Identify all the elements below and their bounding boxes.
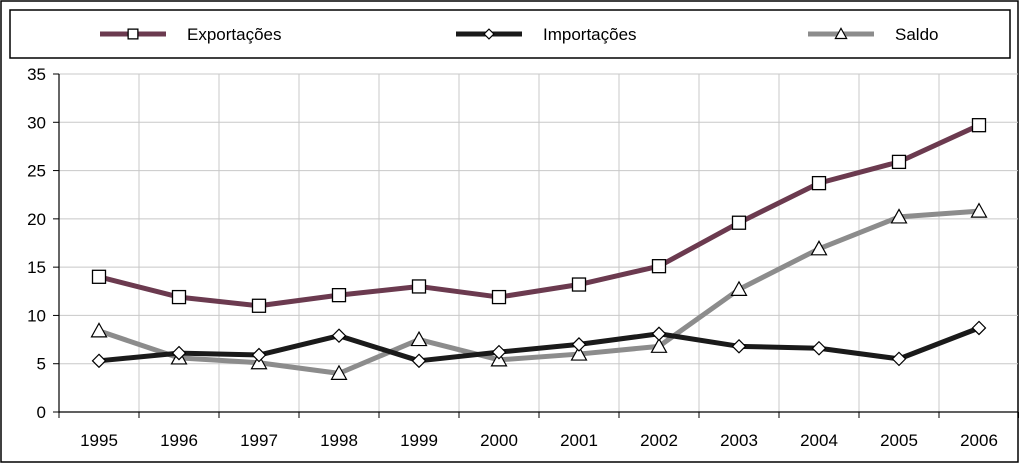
data-point-square (571, 277, 587, 292)
x-tick-label: 1995 (80, 431, 118, 450)
x-tick-label: 2001 (560, 431, 598, 450)
data-point-diamond (171, 345, 187, 361)
series-markers (90, 118, 988, 380)
series-line-diamond (96, 325, 982, 364)
data-point-square (491, 289, 507, 305)
data-point-diamond (811, 340, 827, 356)
data-point-triangle (650, 337, 668, 353)
series-line-square (96, 122, 982, 309)
data-point-square (891, 154, 907, 170)
legend-label: Saldo (895, 25, 938, 44)
data-point-square (251, 298, 267, 313)
y-tick-label: 35 (27, 65, 46, 84)
data-point-triangle (890, 208, 908, 224)
x-tick-label: 1999 (400, 431, 438, 450)
legend: Exportações Importações Saldo (100, 25, 938, 44)
data-point-diamond (331, 328, 347, 344)
data-point-square (971, 118, 987, 133)
data-point-diamond (891, 351, 907, 367)
x-tick-label: 2005 (880, 431, 918, 450)
x-tick-label: 1996 (160, 431, 198, 450)
legend-label: Exportações (187, 25, 282, 44)
data-point-diamond (571, 337, 587, 352)
series-lines (96, 122, 982, 376)
series-line-triangle (96, 208, 982, 376)
data-point-diamond (251, 347, 267, 363)
y-tick-label: 20 (27, 210, 46, 229)
data-point-square (331, 287, 347, 303)
x-tick-label: 1998 (320, 431, 358, 450)
data-point-diamond (971, 320, 987, 336)
y-tick-label: 10 (27, 306, 46, 325)
y-tick-label: 0 (37, 403, 46, 422)
data-point-diamond (731, 338, 747, 354)
data-point-triangle (970, 202, 988, 218)
data-point-square (731, 215, 747, 230)
x-tick-label: 2004 (800, 431, 838, 450)
data-point-square (411, 279, 427, 294)
x-tick-label: 1997 (240, 431, 278, 450)
data-point-square (811, 175, 827, 191)
y-tick-label: 25 (27, 162, 46, 181)
data-point-diamond (411, 353, 427, 369)
x-tick-label: 2002 (640, 431, 678, 450)
x-tick-label: 2000 (480, 431, 518, 450)
axes: 0 5 10 15 20 25 30 35 1995 1996 1997 1998 1999 2000 20… (27, 65, 1019, 450)
legend-marker (483, 28, 495, 40)
y-tick-label: 15 (27, 258, 46, 277)
x-tick-label: 2006 (960, 431, 998, 450)
legend-marker (127, 28, 139, 40)
grid (59, 73, 1018, 412)
data-point-square (171, 289, 187, 305)
data-point-triangle (330, 364, 348, 380)
data-point-triangle (90, 322, 108, 338)
y-tick-label: 5 (37, 355, 46, 374)
x-tick-label: 2003 (720, 431, 758, 450)
data-point-diamond (651, 326, 667, 342)
data-point-triangle (410, 330, 428, 347)
legend-label: Importações (543, 25, 637, 44)
data-point-diamond (491, 344, 507, 360)
data-point-square (91, 269, 107, 284)
data-point-diamond (91, 353, 107, 369)
data-point-square (651, 259, 667, 274)
data-point-triangle (570, 345, 588, 361)
y-tick-label: 30 (27, 113, 46, 132)
data-point-triangle (810, 240, 828, 256)
data-point-triangle (730, 280, 748, 296)
legend-marker (834, 27, 848, 40)
